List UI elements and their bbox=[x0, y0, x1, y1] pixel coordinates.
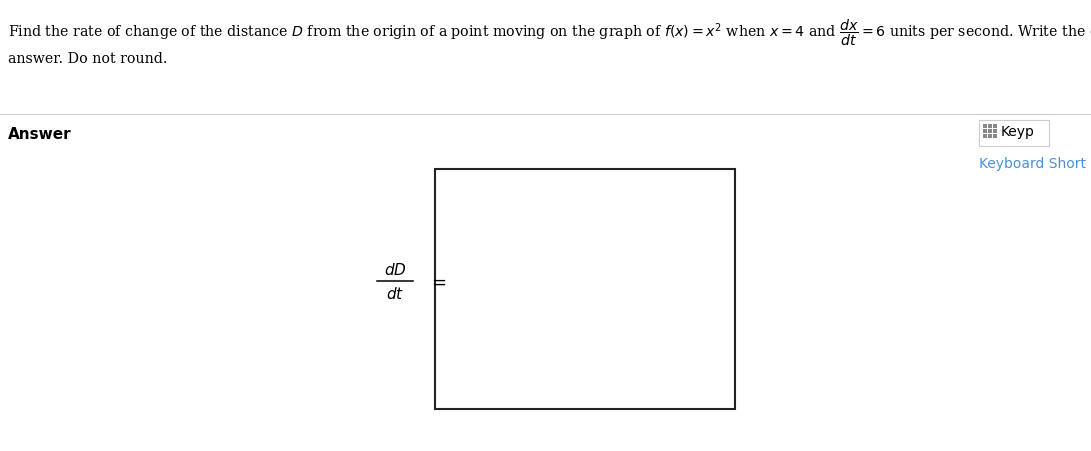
Bar bbox=[983, 125, 987, 129]
Bar bbox=[993, 135, 997, 139]
Bar bbox=[993, 135, 997, 139]
Bar bbox=[983, 135, 987, 139]
Bar bbox=[983, 125, 987, 129]
Bar bbox=[435, 170, 735, 409]
Bar bbox=[983, 130, 987, 133]
Text: Keyp: Keyp bbox=[1002, 125, 1035, 139]
Bar bbox=[993, 125, 997, 129]
Bar bbox=[988, 135, 992, 139]
Bar bbox=[993, 125, 997, 129]
Bar bbox=[988, 130, 992, 133]
Text: answer. Do not round.: answer. Do not round. bbox=[8, 52, 168, 66]
Text: Answer: Answer bbox=[8, 127, 72, 142]
Bar bbox=[988, 125, 992, 129]
Text: Keyp: Keyp bbox=[1002, 125, 1035, 139]
Text: Keyboard Short: Keyboard Short bbox=[979, 156, 1086, 170]
FancyBboxPatch shape bbox=[979, 121, 1050, 147]
Text: $=$: $=$ bbox=[428, 272, 446, 290]
Bar bbox=[983, 135, 987, 139]
Text: $dD$: $dD$ bbox=[384, 262, 406, 277]
Bar bbox=[988, 130, 992, 133]
Bar bbox=[988, 135, 992, 139]
Bar bbox=[988, 125, 992, 129]
Text: Find the rate of change of the distance $\mathit{D}$ from the origin of a point : Find the rate of change of the distance … bbox=[8, 18, 1091, 48]
Text: $dt$: $dt$ bbox=[386, 285, 404, 301]
Bar bbox=[993, 130, 997, 133]
Bar bbox=[983, 130, 987, 133]
Bar bbox=[993, 130, 997, 133]
